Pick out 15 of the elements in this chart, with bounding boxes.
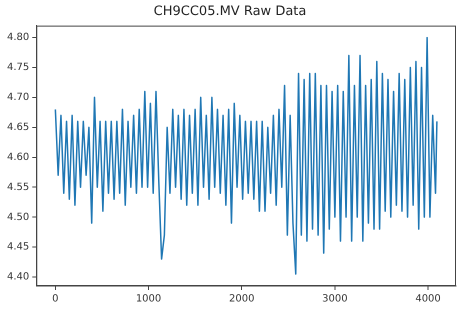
chart-title: CH9CC05.MV Raw Data: [154, 4, 306, 20]
x-tick-label: 1000: [136, 294, 162, 305]
x-tick-label: 2000: [228, 294, 254, 305]
y-tick-label: 4.40: [7, 272, 30, 283]
y-tick-label: 4.65: [7, 122, 30, 133]
y-tick-label: 4.80: [7, 32, 30, 44]
y-tick-label: 4.45: [7, 242, 30, 253]
y-tick-label: 4.55: [7, 182, 30, 193]
y-tick-label: 4.50: [7, 212, 30, 223]
y-tick-label: 4.70: [7, 92, 30, 104]
x-tick-label: 3000: [322, 294, 348, 305]
x-tick-label: 4000: [415, 294, 441, 305]
x-tick-label: 0: [52, 294, 59, 305]
y-tick-label: 4.75: [7, 62, 30, 74]
y-tick-label: 4.60: [7, 152, 30, 163]
